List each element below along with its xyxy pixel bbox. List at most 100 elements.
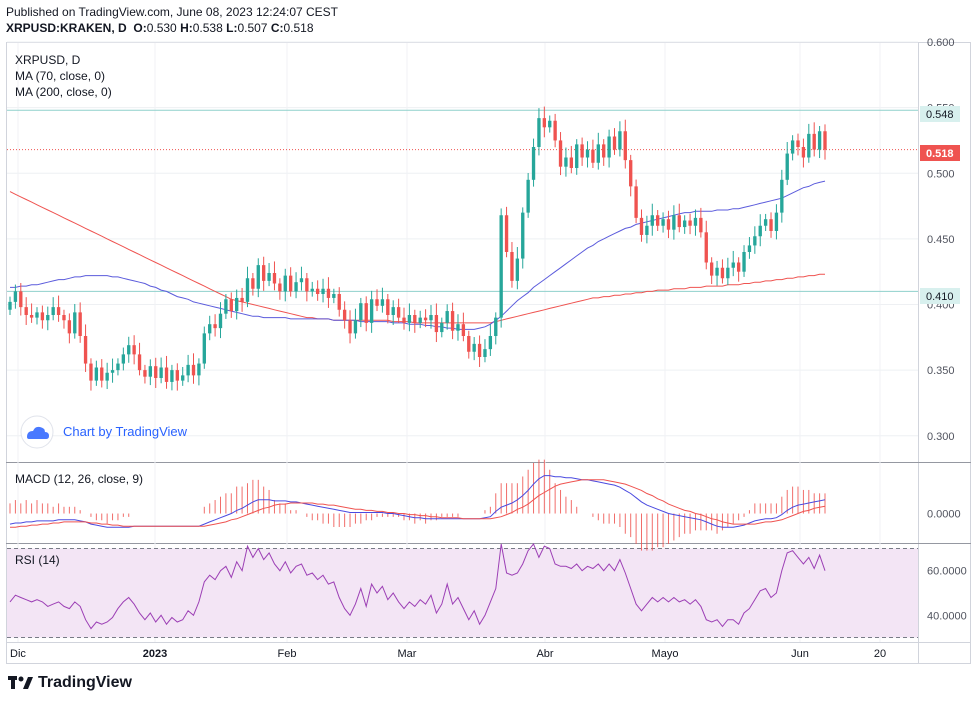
candle (731, 250, 735, 277)
watermark[interactable]: Chart by TradingView (20, 415, 188, 449)
candle (78, 302, 82, 343)
time-tick-label: 20 (874, 648, 886, 660)
candle (807, 123, 811, 163)
candle (256, 258, 260, 298)
candle-body (693, 217, 698, 226)
candle-body (78, 312, 82, 336)
rsi-band-background (7, 548, 918, 638)
candle (656, 210, 660, 231)
candle-body (553, 120, 557, 141)
candle (753, 226, 757, 254)
candle-body (245, 278, 250, 302)
candle (558, 132, 563, 176)
candle-body (709, 262, 714, 276)
candle-body (780, 179, 784, 213)
legend-symbol: XRPUSD, D (15, 53, 81, 67)
candle (67, 313, 72, 344)
candle-body (208, 324, 212, 334)
candle (434, 303, 439, 343)
candle (19, 282, 23, 316)
candle-body (348, 320, 352, 334)
candle (170, 364, 174, 391)
candle-body (369, 299, 374, 323)
candle (650, 203, 654, 236)
candle (596, 132, 600, 170)
candle (294, 272, 298, 299)
candle (83, 324, 88, 372)
close-value: 0.518 (283, 21, 314, 35)
candle (483, 339, 487, 363)
candle-body (672, 215, 676, 230)
candle-body (105, 372, 109, 381)
candle (747, 237, 752, 259)
candle-body (310, 288, 314, 292)
price-tick-label: 0.500 (927, 168, 955, 180)
candle-body (202, 333, 206, 364)
candle-body (56, 307, 61, 315)
candle (121, 347, 126, 371)
candle (288, 267, 293, 297)
candle (504, 206, 509, 258)
candle (510, 242, 514, 288)
candle (774, 204, 779, 240)
candle (542, 106, 547, 138)
candle-body (278, 283, 282, 292)
candle (191, 353, 196, 384)
candle-body (591, 149, 595, 163)
candle (699, 207, 703, 238)
candle (310, 281, 314, 297)
rsi-bands (7, 547, 918, 639)
candle (812, 122, 816, 157)
candle (224, 294, 228, 319)
candle (499, 208, 503, 328)
candle-body (623, 131, 627, 161)
tradingview-logo[interactable]: TradingView (8, 674, 132, 692)
candle (720, 259, 725, 284)
candle (537, 108, 541, 156)
candle-body (774, 212, 779, 231)
candle-body (332, 294, 336, 298)
candle-body (110, 370, 115, 373)
candle-body (661, 219, 665, 226)
candle-body (472, 343, 476, 352)
candle-body (677, 215, 681, 228)
candle-body (137, 354, 142, 371)
candle (251, 273, 255, 296)
candle (56, 295, 61, 322)
candle (785, 142, 789, 186)
candle-body (132, 345, 136, 355)
candle-body (396, 307, 401, 318)
time-tick-label: Mayo (652, 648, 679, 660)
time-tick-label: Dic (10, 648, 26, 660)
candle-body (67, 320, 72, 334)
candle-body (450, 311, 455, 331)
price-tick-label: 0.300 (927, 431, 955, 443)
candle-body (364, 303, 368, 323)
candle-body (73, 312, 77, 334)
candle (796, 133, 800, 156)
candle (235, 289, 239, 320)
candle (607, 129, 611, 168)
high-value: 0.538 (192, 21, 223, 35)
candle-body (359, 303, 363, 321)
candle (353, 308, 358, 339)
candle (154, 357, 158, 388)
high-label: H: (180, 21, 193, 35)
candle (693, 209, 698, 236)
candle (715, 260, 719, 286)
candle-body (612, 136, 617, 150)
candle-body (504, 215, 509, 252)
candle-body (407, 315, 412, 323)
candle-body (731, 262, 735, 268)
time-tick-label: Mar (398, 648, 417, 660)
candle-body (720, 267, 725, 279)
candle-body (699, 217, 703, 233)
candle-body (83, 336, 88, 364)
candle-body (753, 236, 757, 246)
candle-body (51, 307, 55, 315)
candle (488, 324, 493, 356)
rsi-tick-label: 40.0000 (927, 610, 967, 622)
candle-body (602, 144, 606, 158)
candle-body (213, 324, 217, 329)
